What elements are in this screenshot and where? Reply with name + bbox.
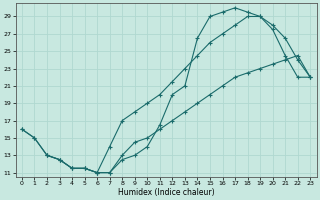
X-axis label: Humidex (Indice chaleur): Humidex (Indice chaleur) — [118, 188, 214, 197]
